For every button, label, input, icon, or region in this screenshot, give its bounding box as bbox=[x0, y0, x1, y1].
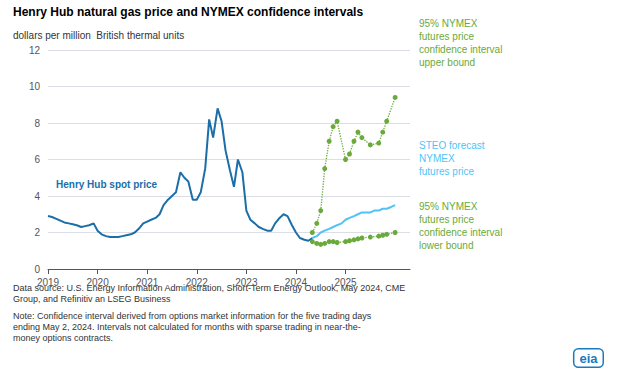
svg-text:money options contracts.: money options contracts. bbox=[13, 333, 113, 343]
svg-text:futures price: futures price bbox=[419, 214, 474, 225]
svg-text:dollars per million British t: dollars per million British thermal unit… bbox=[13, 30, 184, 41]
svg-text:95% NYMEX: 95% NYMEX bbox=[419, 18, 478, 29]
svg-text:eia: eia bbox=[579, 351, 598, 366]
svg-text:8: 8 bbox=[34, 118, 40, 129]
svg-text:2023: 2023 bbox=[235, 277, 258, 288]
svg-text:ending May 2, 2024. Intervals: ending May 2, 2024. Intervals not calcul… bbox=[13, 322, 361, 332]
svg-text:2022: 2022 bbox=[186, 277, 209, 288]
svg-text:0: 0 bbox=[34, 264, 40, 275]
svg-text:Note: Confidence interval deri: Note: Confidence interval derived from o… bbox=[13, 311, 372, 321]
svg-text:Henry Hub spot price: Henry Hub spot price bbox=[56, 179, 158, 190]
svg-text:10: 10 bbox=[29, 81, 41, 92]
svg-text:4: 4 bbox=[34, 191, 40, 202]
svg-text:futures price: futures price bbox=[419, 31, 474, 42]
svg-text:12: 12 bbox=[29, 45, 41, 56]
svg-text:2020: 2020 bbox=[86, 277, 109, 288]
svg-text:upper bound: upper bound bbox=[419, 57, 475, 68]
svg-text:Group, and Refinitiv an LSEG B: Group, and Refinitiv an LSEG Business bbox=[13, 294, 171, 304]
svg-text:2024: 2024 bbox=[285, 277, 308, 288]
svg-text:95% NYMEX: 95% NYMEX bbox=[419, 201, 478, 212]
svg-text:confidence interval: confidence interval bbox=[419, 227, 502, 238]
svg-text:6: 6 bbox=[34, 154, 40, 165]
svg-text:STEO forecast: STEO forecast bbox=[419, 140, 485, 151]
svg-text:Data source: U.S. Energy Infor: Data source: U.S. Energy Information Adm… bbox=[13, 282, 406, 293]
svg-text:futures price: futures price bbox=[419, 166, 474, 177]
svg-text:2019: 2019 bbox=[37, 277, 60, 288]
svg-text:2021: 2021 bbox=[136, 277, 159, 288]
svg-text:confidence interval: confidence interval bbox=[419, 44, 502, 55]
svg-text:lower bound: lower bound bbox=[419, 240, 473, 251]
svg-text:2025: 2025 bbox=[334, 277, 357, 288]
svg-text:Henry Hub natural gas price an: Henry Hub natural gas price and NYMEX co… bbox=[13, 5, 363, 19]
svg-text:NYMEX: NYMEX bbox=[419, 153, 455, 164]
svg-text:2: 2 bbox=[34, 227, 40, 238]
